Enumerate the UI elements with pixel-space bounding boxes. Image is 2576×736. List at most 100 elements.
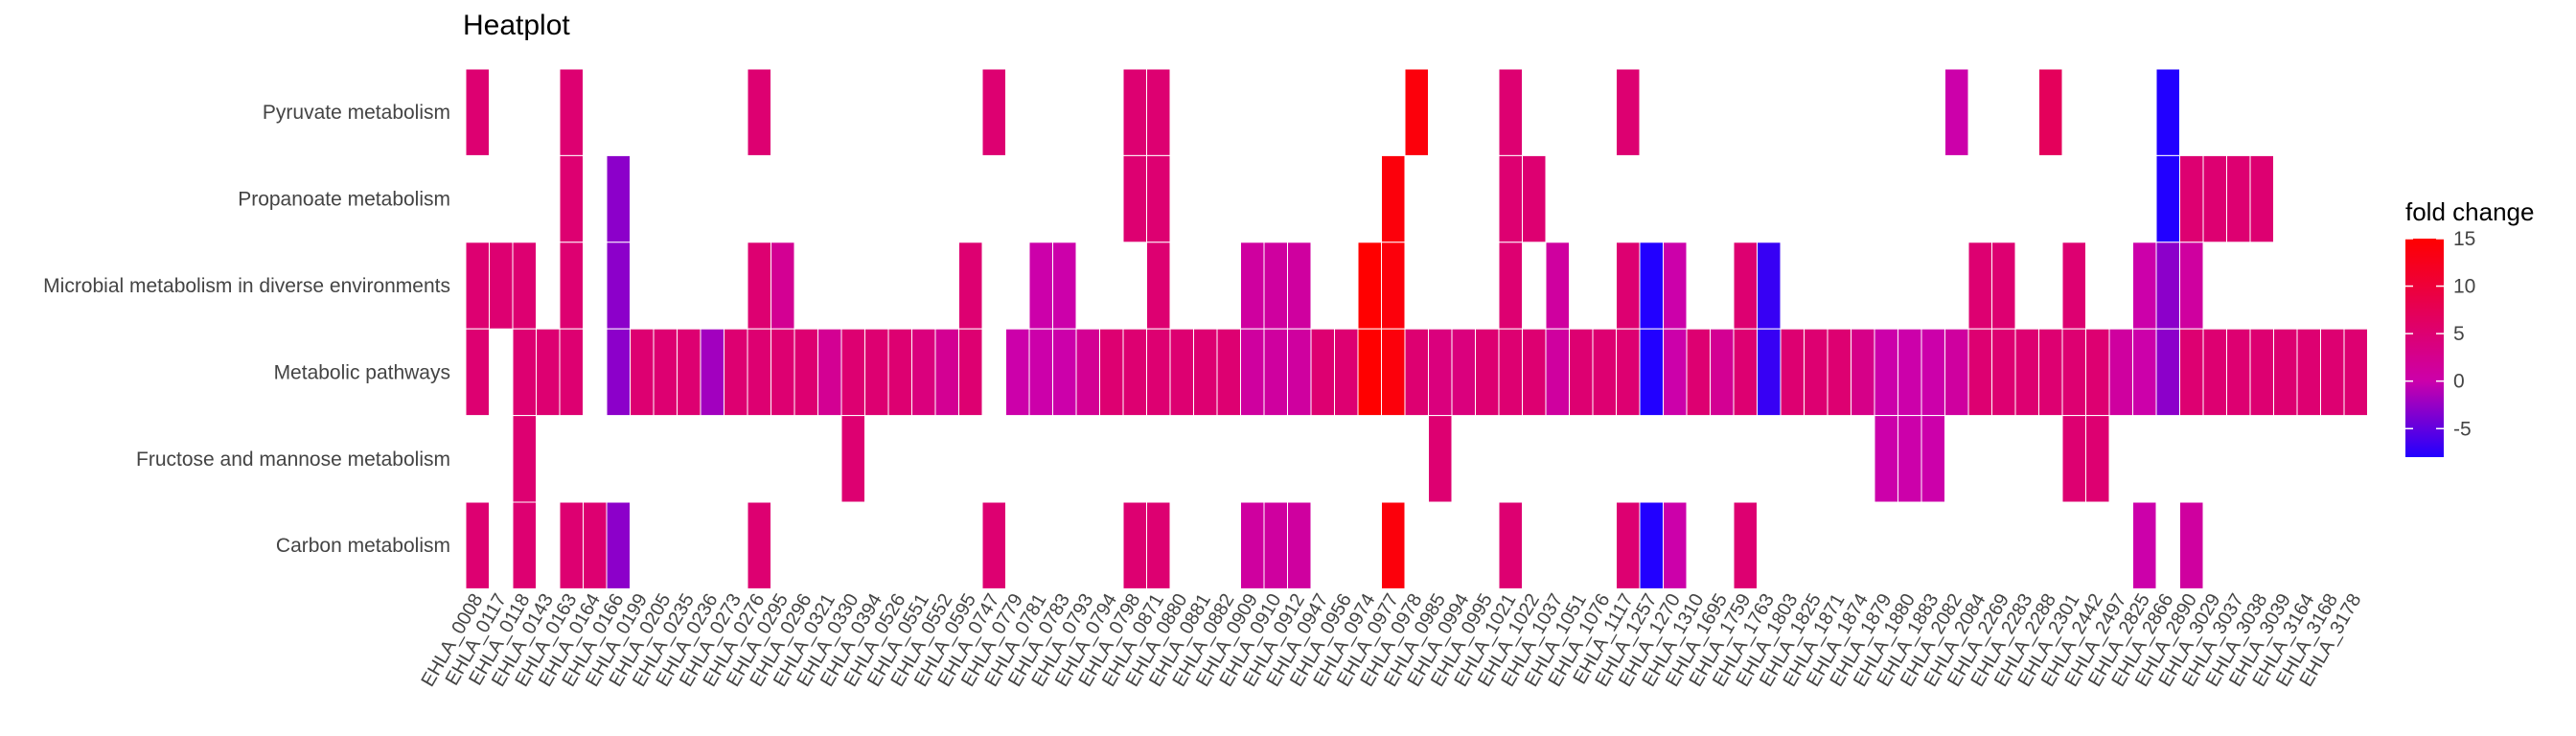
heatmap-cell [465,501,490,589]
heatmap-cell [2108,328,2133,417]
heatmap-cell [2179,154,2204,243]
heatmap-cell [887,328,912,417]
heatmap-cell [1381,328,1406,417]
heatmap-cell [1263,242,1288,330]
heatmap-cell [2061,415,2086,503]
heatmap-cell [1920,415,1945,503]
x-tick-labels: EHLA_0008EHLA_0117EHLA_0118EHLA_0143EHLA… [418,590,2366,690]
heatmap-cell [512,415,537,503]
heatmap-cell [2202,154,2227,243]
heatmap-cell [512,242,537,330]
heatmap-cell [559,328,584,417]
heatmap-cell [700,328,724,417]
heatmap-cell [1122,328,1147,417]
heatmap-cell [1240,328,1265,417]
heatmap-cell [2179,328,2204,417]
heatmap-cell [1522,154,1547,243]
heatmap-cell [559,242,584,330]
heatmap-cells [465,68,2368,589]
heatmap-cell [1944,328,1969,417]
heatmap-cell [1616,328,1641,417]
heatmap-cell [1005,328,1030,417]
row-label: Fructose and mannose metabolism [136,448,450,471]
heatmap-cell [1616,68,1641,156]
heatmap-cell [1263,501,1288,589]
row-label: Propanoate metabolism [238,189,450,211]
legend-tick-label: -5 [2453,418,2472,440]
heatmap-cell [1404,328,1429,417]
heatmap-cell [465,328,490,417]
heatmap-cell [1616,501,1641,589]
heatmap-cell [1381,242,1406,330]
legend-title: fold change [2405,197,2534,226]
heatmap-cell [653,328,678,417]
heatmap-cell [1169,328,1194,417]
heatmap-cell [1686,328,1711,417]
heatmap-cell [465,242,490,330]
heatmap-cell [1639,501,1664,589]
heatmap-cell [1569,328,1594,417]
heatmap-cell [2085,415,2110,503]
heatmap-cell [1733,328,1758,417]
heatmap-cell [817,328,842,417]
heatmap-cell [2155,328,2180,417]
heatmap-cell [1710,328,1735,417]
heatmap-cell [2249,154,2274,243]
heatmap-cell [1522,328,1547,417]
heatmap-cell [2155,154,2180,243]
heatmap-cell [2085,328,2110,417]
heatmap-cell [1967,328,1992,417]
heatmap-cell [1592,328,1617,417]
heatmap-cell [2320,328,2345,417]
heatmap-cell [1757,242,1782,330]
heatmap-cell [536,328,561,417]
heatmap-cell [1451,328,1476,417]
heatmap-cell [747,501,771,589]
heatmap-cell [1334,328,1359,417]
chart-title: Heatplot [463,10,570,41]
heatmap-cell [1263,328,1288,417]
heatmap-cell [1428,328,1453,417]
legend-tick-label: 15 [2453,228,2475,250]
heatmap-cell [1663,242,1688,330]
heatmap-cell [1733,501,1758,589]
heatmap-cell [1898,328,1922,417]
heatmap-cell [1404,68,1429,156]
heatmap-cell [606,242,631,330]
heatmap-cell [1287,328,1312,417]
heatmap-cell [1498,68,1523,156]
heatmap-cell [2249,328,2274,417]
heatmap-cell [1310,328,1335,417]
heatmap-cell [1146,68,1171,156]
row-labels: Pyruvate metabolism Propanoate metabolism… [43,102,450,557]
heatmap-cell [1146,328,1171,417]
heatmap-cell [1381,154,1406,243]
heatmap-cell [981,68,1006,156]
heatmap-cell [606,328,631,417]
heatmap-cell [1287,242,1312,330]
heatmap-cell [2343,328,2368,417]
heatmap-cell [2132,501,2157,589]
heatmap-cell [1920,328,1945,417]
heatmap-cell [1287,501,1312,589]
heatmap-cell [2132,328,2157,417]
heatmap-cell [1028,328,1053,417]
heatmap-cell [1663,328,1688,417]
legend-colorbar [2405,239,2444,457]
heatmap-cell [1874,415,1898,503]
heatmap-cell [1944,68,1969,156]
heatmap-cell [1545,242,1570,330]
heatmap-cell [1028,242,1053,330]
heatmap-cell [1475,328,1500,417]
heatmap-cell [1967,242,1992,330]
heatmap-cell [840,328,865,417]
heatmap-cell [840,415,865,503]
legend-tick-label: 5 [2453,323,2465,345]
heatmap-cell [677,328,702,417]
heatmap-cell [1757,328,1782,417]
heatmap-cell [770,242,795,330]
heatmap-cell [583,501,608,589]
heatmap-cell [1240,242,1265,330]
heatmap-cell [2155,242,2180,330]
